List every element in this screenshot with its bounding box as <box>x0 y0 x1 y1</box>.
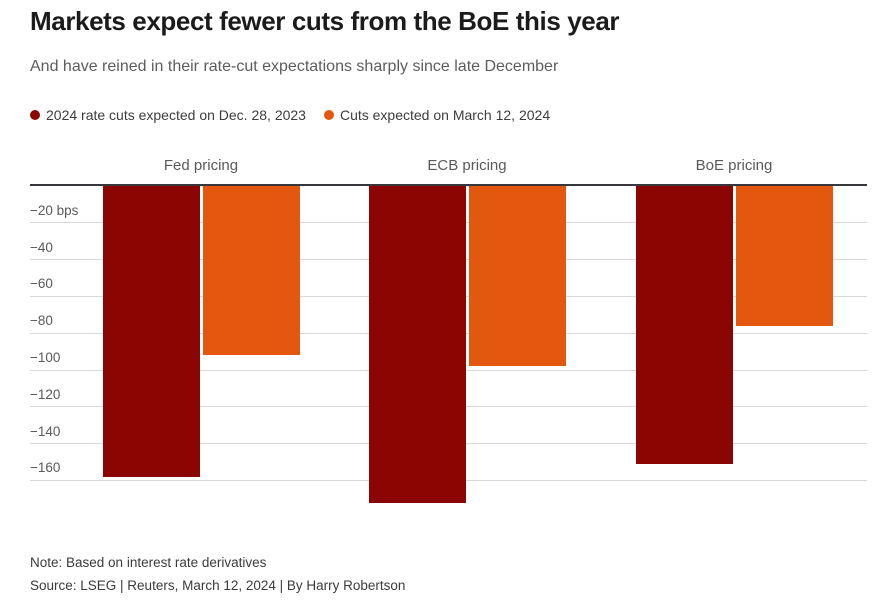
chart-title: Markets expect fewer cuts from the BoE t… <box>30 6 620 36</box>
category-label-fed-pricing: Fed pricing <box>163 157 239 174</box>
ytick-label-20: −20 bps <box>30 202 79 218</box>
bar-fed-pricing-series-2 <box>203 186 300 356</box>
plot-area: −20 bps −40 −60 −80 −100 −120 −140 −160 <box>30 186 867 531</box>
chart-source: Source: LSEG | Reuters, March 12, 2024 |… <box>30 578 406 593</box>
ytick-label-100: −100 <box>30 350 61 365</box>
chart-subtitle: And have reined in their rate-cut expect… <box>30 58 559 75</box>
ytick-label-80: −80 <box>30 313 53 329</box>
legend-item-1: 2024 rate cuts expected on Dec. 28, 2023 <box>30 107 306 123</box>
zero-baseline <box>30 184 867 186</box>
category-labels: Fed pricing ECB pricing BoE pricing <box>30 157 867 179</box>
bar-ecb-pricing-series-1 <box>369 186 466 503</box>
ytick-label-40: −40 <box>30 239 53 255</box>
legend-item-label: Cuts expected on March 12, 2024 <box>339 107 551 123</box>
ytick-label-160: −160 <box>30 460 61 476</box>
bar-boe-pricing-series-2 <box>736 186 833 326</box>
legend-swatch-dot <box>323 110 334 120</box>
legend: 2024 rate cuts expected on Dec. 28, 2023… <box>30 107 550 123</box>
bar-fed-pricing-series-1 <box>103 186 200 477</box>
bar-boe-pricing-series-1 <box>636 186 733 464</box>
ytick-label-140: −140 <box>30 423 61 439</box>
legend-item-2: Cuts expected on March 12, 2024 <box>323 107 551 123</box>
legend-item-label: 2024 rate cuts expected on Dec. 28, 2023 <box>46 107 306 123</box>
chart-note: Note: Based on interest rate derivatives <box>30 555 267 570</box>
ytick-label-60: −60 <box>30 276 53 292</box>
bar-ecb-pricing-series-2 <box>469 186 566 367</box>
category-label-boe-pricing: BoE pricing <box>695 157 773 174</box>
ytick-label-120: −120 <box>30 386 61 402</box>
category-label-ecb-pricing: ECB pricing <box>427 157 507 174</box>
legend-swatch-dot <box>30 110 40 120</box>
